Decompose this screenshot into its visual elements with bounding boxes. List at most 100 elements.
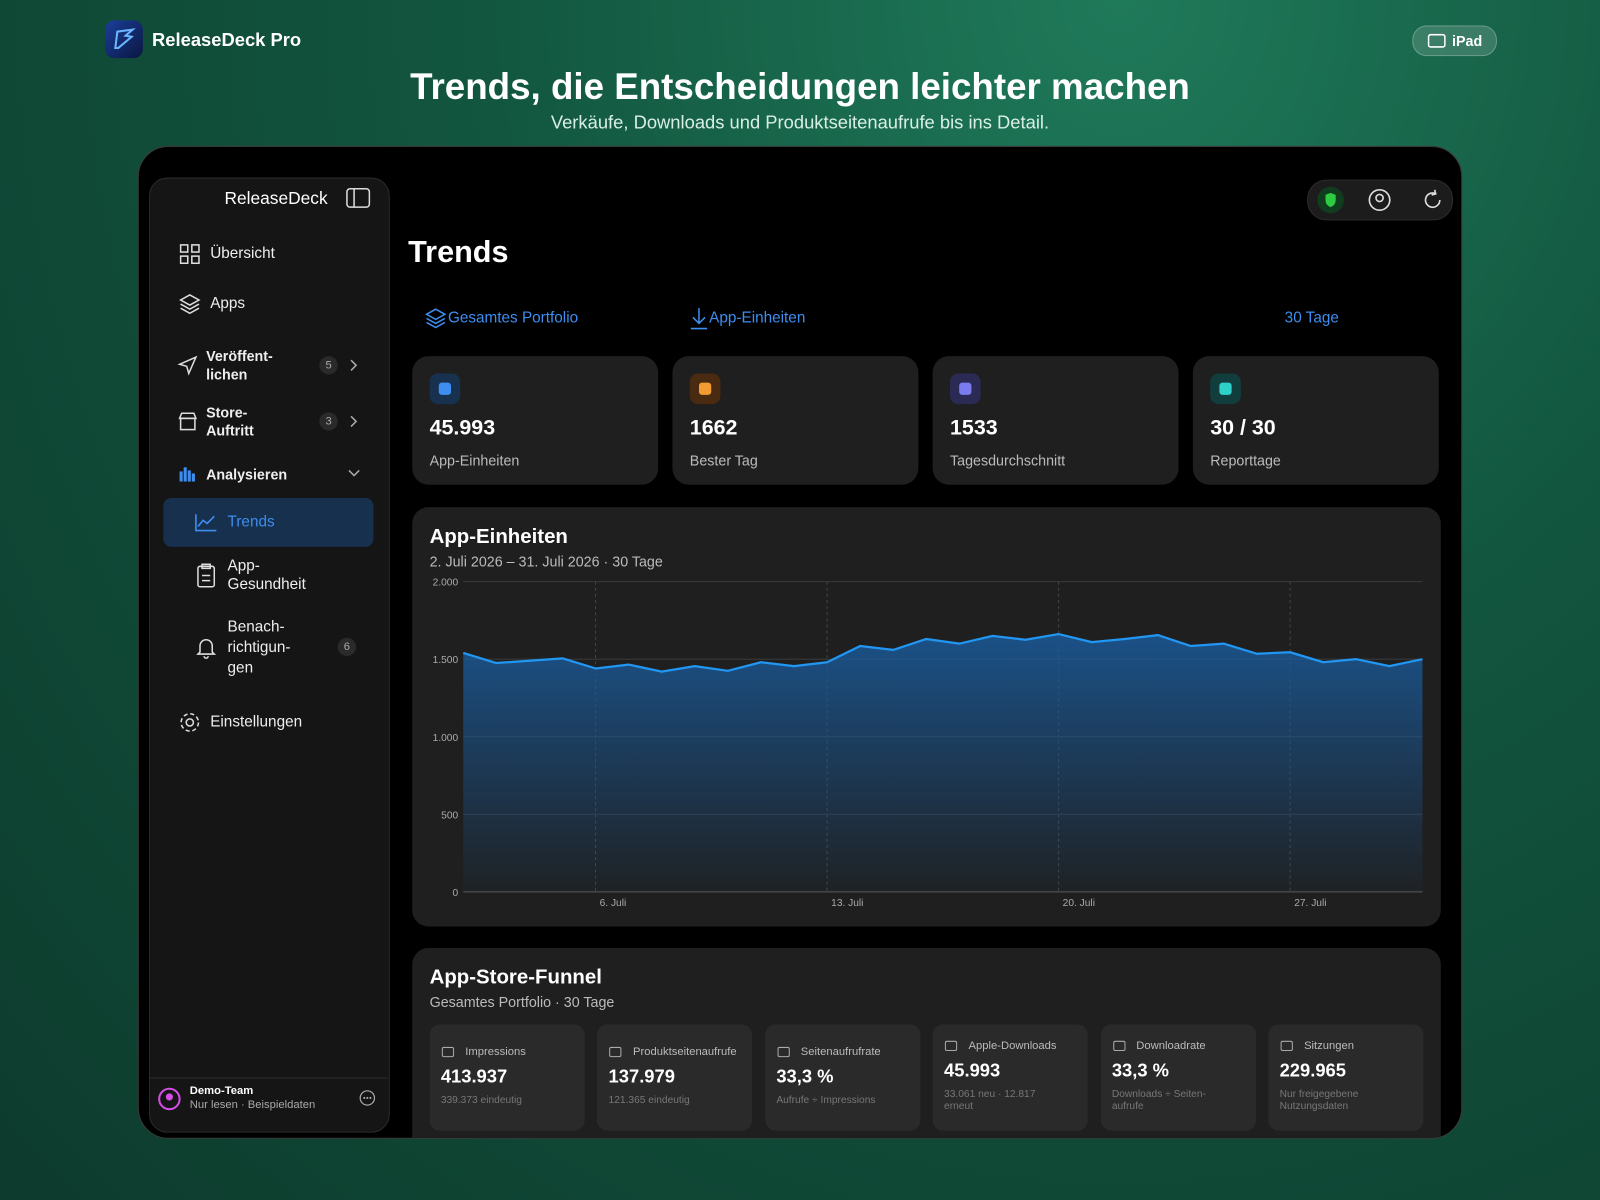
- funnel-value: 33,3 %: [776, 1066, 834, 1087]
- nav-item[interactable]: App- Gesundheit: [227, 557, 306, 593]
- stat-icon-dot: [959, 382, 972, 395]
- area-line: [462, 632, 1423, 673]
- sidebar-toggle[interactable]: [346, 188, 371, 208]
- stat-icon: [1210, 373, 1241, 405]
- icon-overview: [179, 244, 200, 265]
- stat-icon-dot: [698, 382, 712, 395]
- funnel-value: 229.965: [1279, 1060, 1346, 1081]
- nav-item[interactable]: Benach- richtigun- gen: [227, 618, 291, 677]
- stat-card: 30 / 30 Reporttage: [1192, 356, 1439, 485]
- team-note: Nur lesen · Beispieldaten: [189, 1098, 316, 1112]
- nav-item[interactable]: Veröffent- lichen: [206, 347, 273, 383]
- stat-icon-dot: [1219, 382, 1232, 395]
- funnel-metric: Apple-Downloads 45.993 33.061 neu · 12.817…: [932, 1024, 1088, 1131]
- nav-badge: 5: [319, 356, 338, 375]
- nav-item[interactable]: Analysieren: [206, 466, 288, 483]
- funnel-note: 339.373 eindeutig: [440, 1094, 522, 1107]
- x-tick-label: 27. Juli: [1294, 898, 1326, 909]
- x-tick-label: 20. Juli: [1063, 898, 1095, 909]
- funnel-icon: [777, 1046, 790, 1058]
- funnel-icon: [1112, 1040, 1126, 1052]
- funnel-value: 33,3 %: [1111, 1060, 1170, 1081]
- y-tick-label: 1.500: [433, 655, 459, 666]
- icon-analyze: [179, 467, 195, 482]
- app-name: ReleaseDeck Pro: [152, 29, 302, 50]
- hero-title: Trends, die Entscheidungen leichter mach…: [410, 65, 1190, 108]
- stat-card: 45.993 App-Einheiten: [412, 356, 659, 485]
- funnel-label: Produktseitenaufrufe: [633, 1045, 737, 1059]
- app-icon-glyph: [114, 28, 136, 49]
- icon-health: [197, 563, 216, 588]
- x-tick-label: 6. Juli: [600, 898, 627, 909]
- stat-value: 1533: [949, 416, 998, 440]
- funnel-card: App-Store-Funnel Gesamtes Portfolio · 30…: [412, 947, 1441, 1138]
- icon-publish: [177, 355, 198, 376]
- funnel-metric: Downloadrate 33,3 % Downloads ÷ Seiten-auf…: [1100, 1024, 1256, 1131]
- funnel-metric: Produktseitenaufrufe 137.979 121.365 einde…: [597, 1024, 753, 1131]
- icon-bell: [196, 639, 217, 659]
- device-label: iPad: [1452, 32, 1483, 49]
- filter-metric[interactable]: App-Einheiten: [709, 309, 806, 327]
- funnel-label: Impressions: [465, 1045, 526, 1059]
- area-fill: [463, 634, 1423, 892]
- ipad-frame: ReleaseDeck Übersicht Apps Veröffent- li…: [137, 145, 1463, 1139]
- stat-card: 1662 Bester Tag: [672, 356, 919, 485]
- y-tick-label: 1.000: [433, 733, 459, 744]
- y-tick-label: 2.000: [433, 578, 459, 589]
- stat-label: Tagesdurchschnitt: [949, 452, 1066, 469]
- funnel-icon: [441, 1046, 455, 1058]
- icon-settings: [180, 713, 200, 732]
- funnel-note: Aufrufe ÷ Impressions: [776, 1094, 876, 1107]
- nav-item-active[interactable]: Trends: [227, 513, 275, 531]
- funnel-metric: Seitenaufrufrate 33,3 % Aufrufe ÷ Impressi…: [765, 1024, 921, 1131]
- x-tick-label: 13. Juli: [831, 898, 863, 909]
- chart-title: App-Einheiten: [429, 525, 568, 548]
- nav-active-bg: [163, 497, 374, 547]
- stat-icon: [689, 373, 721, 405]
- stat-value: 30 / 30: [1210, 416, 1276, 440]
- funnel-note: Nur freigegebene Nutzungsdaten: [1279, 1088, 1359, 1113]
- refresh-button[interactable]: [1421, 189, 1443, 211]
- funnel-note: 33.061 neu · 12.817 erneut: [944, 1088, 1036, 1113]
- sidebar-title: ReleaseDeck: [224, 188, 328, 209]
- stat-label: App-Einheiten: [429, 452, 520, 469]
- hero-subtitle: Verkäufe, Downloads und Produktseitenauf…: [550, 112, 1050, 133]
- filter-portfolio[interactable]: Gesamtes Portfolio: [447, 309, 579, 327]
- funnel-value: 413.937: [440, 1066, 508, 1087]
- funnel-icon: [1280, 1040, 1293, 1052]
- stat-label: Reporttage: [1210, 452, 1281, 469]
- funnel-title: App-Store-Funnel: [429, 966, 602, 989]
- more-button[interactable]: [359, 1090, 376, 1106]
- funnel-note: Downloads ÷ Seiten-aufrufe: [1111, 1088, 1206, 1113]
- stat-icon: [429, 373, 461, 405]
- nav-item[interactable]: Einstellungen: [210, 713, 303, 731]
- funnel-metric: Sitzungen 229.965 Nur freigegebene Nutzung…: [1268, 1024, 1424, 1131]
- nav-item[interactable]: Übersicht: [210, 244, 275, 263]
- team-name: Demo-Team: [189, 1084, 254, 1097]
- funnel-metric: Impressions 413.937 339.373 eindeutig: [429, 1024, 585, 1131]
- nav-item[interactable]: Apps: [210, 294, 246, 313]
- team-avatar: [158, 1087, 181, 1111]
- funnel-subtitle: Gesamtes Portfolio · 30 Tage: [429, 993, 615, 1011]
- filter-range[interactable]: 30 Tage: [1284, 309, 1339, 327]
- y-tick-label: 0: [452, 888, 458, 899]
- chart: 0 500 1.000 1.500 2.000 6. Juli 13. Juli 20. Ju…: [433, 578, 1423, 909]
- funnel-note: 121.365 eindeutig: [608, 1094, 690, 1107]
- nav-item[interactable]: Store- Auftritt: [206, 404, 254, 439]
- funnel-value: 137.979: [608, 1066, 675, 1087]
- stat-label: Bester Tag: [689, 452, 758, 469]
- funnel-label: Seitenaufrufrate: [800, 1045, 881, 1059]
- account-button[interactable]: [1366, 188, 1393, 212]
- stat-value: 45.993: [429, 416, 496, 440]
- stat-icon: [949, 373, 981, 405]
- filter-icon: [424, 308, 447, 329]
- shield-button[interactable]: [1316, 186, 1345, 215]
- toolbar: [1307, 179, 1454, 221]
- funnel-label: Downloadrate: [1136, 1039, 1206, 1053]
- funnel-value: 45.993: [944, 1060, 1001, 1081]
- funnel-label: Apple-Downloads: [968, 1039, 1057, 1053]
- stat-icon-dot: [438, 382, 452, 395]
- chart-subtitle: 2. Juli 2026 – 31. Juli 2026 · 30 Tage: [429, 553, 663, 570]
